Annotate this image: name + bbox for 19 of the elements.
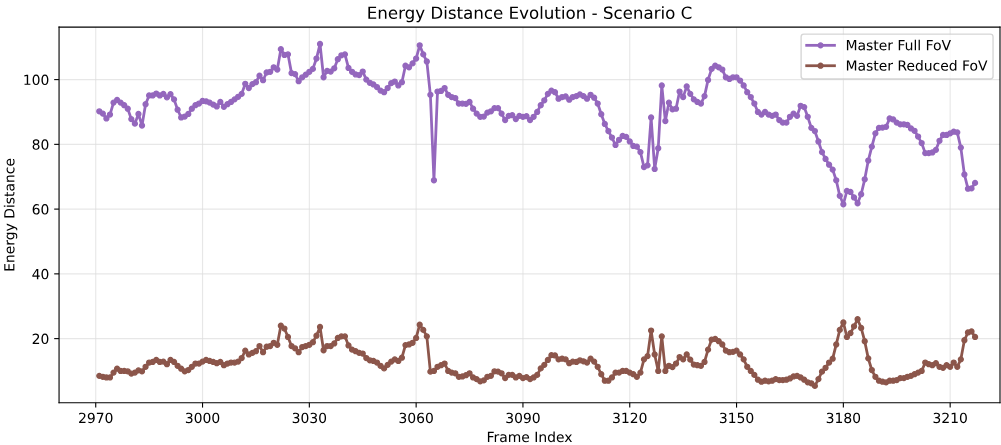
x-tick-label: 3120: [613, 412, 647, 424]
x-tick-label: 3150: [719, 412, 754, 424]
legend-label: Master Full FoV: [846, 39, 951, 51]
y-tick-label: 40: [32, 268, 49, 280]
x-tick-label: 3000: [185, 412, 220, 424]
x-tick-label: 3030: [292, 412, 327, 424]
x-tick-label: 3180: [826, 412, 861, 424]
x-axis-title: Frame Index: [487, 431, 573, 443]
y-tick-label: 80: [32, 139, 49, 150]
legend-label: Master Reduced FoV: [846, 60, 988, 71]
x-tick-label: 3210: [933, 412, 967, 424]
chart-title: Energy Distance Evolution - Scenario C: [368, 6, 692, 23]
y-axis-title: Energy Distance: [3, 158, 18, 271]
x-tick-label: 3060: [399, 412, 433, 424]
x-tick-label: 3090: [506, 412, 540, 424]
y-tick-label: 60: [32, 204, 49, 215]
y-tick-label: 20: [32, 333, 49, 345]
x-tick-label: 2970: [79, 412, 113, 424]
y-tick-label: 100: [24, 74, 49, 86]
